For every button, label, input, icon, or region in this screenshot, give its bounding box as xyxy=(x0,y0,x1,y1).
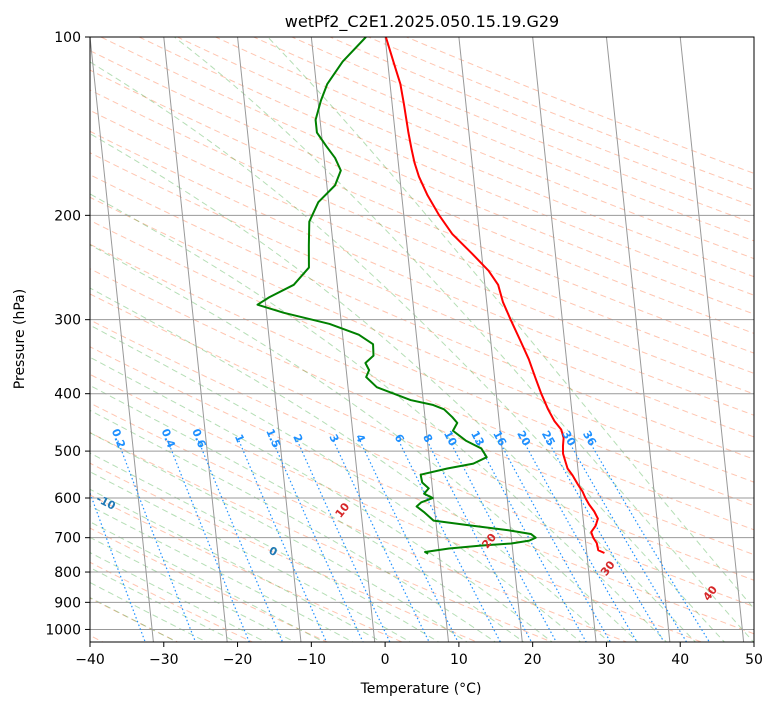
x-axis-label: Temperature (°C) xyxy=(360,681,482,697)
x-tick-label: −10 xyxy=(297,652,327,668)
y-axis-label: Pressure (hPa) xyxy=(12,289,28,389)
x-tick-label: 0 xyxy=(381,652,390,668)
y-tick-label: 800 xyxy=(54,565,81,581)
y-tick-label: 200 xyxy=(54,208,81,224)
chart-title: wetPf2_C2E1.2025.050.15.19.G29 xyxy=(285,12,559,32)
x-tick-label: −20 xyxy=(223,652,253,668)
x-tick-label: 40 xyxy=(671,652,689,668)
x-tick-label: 50 xyxy=(745,652,763,668)
x-tick-label: −40 xyxy=(75,652,105,668)
x-tick-label: 30 xyxy=(598,652,616,668)
y-tick-label: 300 xyxy=(54,313,81,329)
y-tick-label: 1000 xyxy=(45,622,81,638)
y-tick-label: 400 xyxy=(54,387,81,403)
y-tick-label: 600 xyxy=(54,491,81,507)
x-tick-label: 10 xyxy=(450,652,468,668)
y-tick-label: 700 xyxy=(54,531,81,547)
y-tick-label: 900 xyxy=(54,595,81,611)
x-tick-label: −30 xyxy=(149,652,179,668)
y-tick-label: 100 xyxy=(54,30,81,46)
x-tick-label: 20 xyxy=(524,652,542,668)
y-tick-label: 500 xyxy=(54,444,81,460)
